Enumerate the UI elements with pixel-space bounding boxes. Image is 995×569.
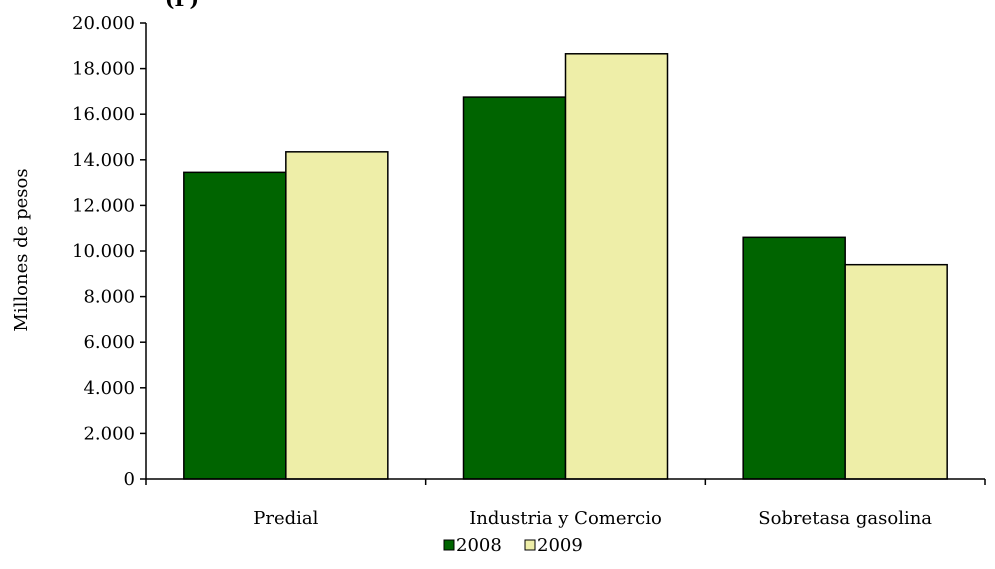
bars-group	[183, 53, 948, 480]
bar-2008-2	[742, 236, 846, 480]
y-tick-label: 12.000	[72, 195, 135, 216]
chart-header-fragment: (P)	[165, 0, 199, 11]
legend-swatch-2009	[524, 539, 536, 551]
legend: 2008 2009	[443, 535, 583, 556]
y-tick-label: 2.000	[83, 423, 135, 444]
y-tick-label: 0	[124, 469, 135, 490]
y-tick-label: 8.000	[83, 287, 135, 308]
bar-2009-2	[844, 263, 948, 480]
y-tick-label: 14.000	[72, 150, 135, 171]
y-tick-label: 16.000	[72, 104, 135, 125]
x-axis: Predial Industria y Comercio Sobretasa gas…	[145, 478, 986, 529]
legend-label-2008: 2008	[456, 535, 502, 556]
bar-2009-1	[564, 53, 669, 480]
y-axis-label: Millones de pesos	[11, 168, 32, 331]
y-tick-label: 18.000	[72, 59, 135, 80]
legend-label-2009: 2009	[537, 535, 583, 556]
bar-2009-0	[285, 151, 389, 480]
bar-2008-0	[183, 171, 287, 480]
legend-swatch-2008	[443, 539, 455, 551]
y-tick-label: 10.000	[72, 241, 135, 262]
y-tick-label: 4.000	[83, 378, 135, 399]
y-axis: 0 2.000 4.000 6.000 8.000 10.000 12.000 14.000 1…	[72, 13, 147, 490]
x-category-label: Predial	[253, 508, 318, 529]
y-tick-label: 20.000	[72, 13, 135, 34]
x-category-label: Industria y Comercio	[469, 508, 662, 529]
y-tick-label: 6.000	[83, 332, 135, 353]
x-category-label: Sobretasa gasolina	[758, 508, 932, 529]
bar-2008-1	[462, 96, 567, 480]
